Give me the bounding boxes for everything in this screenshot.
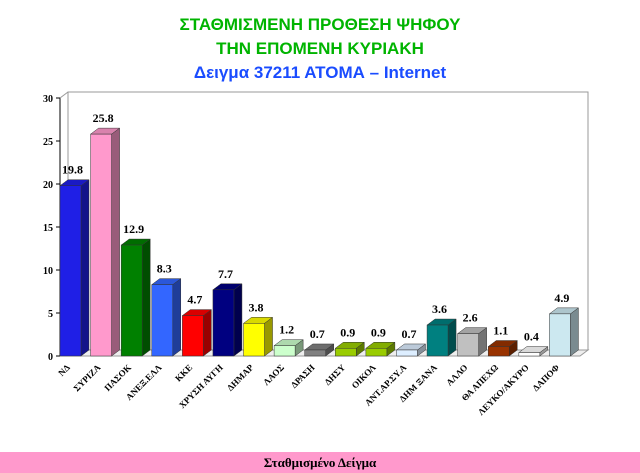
bar-front [396, 349, 418, 357]
y-tick-label: 10 [43, 266, 53, 277]
chart-subtitle: Δειγμα 37211 ΑΤΟΜΑ – Internet [194, 63, 447, 82]
bar [334, 341, 366, 357]
bar-side [141, 238, 151, 357]
x-tick-label: ΑΛΛΟ [444, 362, 469, 387]
value-label: 25.8 [93, 111, 114, 125]
bar-side [172, 278, 182, 357]
value-label: 1.2 [279, 323, 294, 337]
value-label: 2.6 [463, 311, 478, 325]
value-label: 4.7 [187, 293, 202, 307]
value-label: 8.3 [157, 262, 172, 276]
value-label: 0.9 [371, 325, 386, 339]
x-tick-label: ΟΙΚΟΛ [350, 362, 379, 391]
bar-front [549, 313, 571, 357]
bar [365, 341, 396, 357]
bar [59, 179, 90, 357]
value-label: 19.8 [62, 163, 83, 177]
y-tick-label: 15 [43, 223, 53, 234]
bar-side [264, 316, 273, 357]
value-label: 3.8 [249, 300, 264, 314]
value-label: 0.9 [340, 325, 355, 339]
value-label: 0.7 [401, 327, 416, 341]
y-axis-side [59, 91, 69, 99]
footer-band [0, 452, 640, 473]
bar-front [304, 349, 326, 357]
bar [151, 278, 182, 357]
chart-subtitle: ΤΗΝ ΕΠΟΜΕΝΗ ΚΥΡΙΑΚΗ [216, 39, 424, 58]
y-tick-label: 5 [48, 309, 53, 320]
x-tick-label: ΠΑΣΟΚ [102, 362, 133, 393]
bar [456, 327, 488, 357]
bar-front [335, 348, 357, 357]
x-tick-label: ΔΗΜΑΡ [225, 362, 256, 393]
bar [395, 343, 427, 357]
y-tick-label: 25 [43, 137, 53, 148]
bar-front [487, 346, 510, 357]
bar-front [212, 289, 235, 357]
x-tick-label: ΣΥΡΙΖΑ [71, 362, 102, 393]
value-label: 4.9 [554, 291, 569, 305]
bar [181, 309, 213, 357]
bar-front [273, 345, 296, 357]
bar-front [518, 352, 541, 357]
y-tick-label: 20 [43, 180, 53, 191]
bar [548, 307, 580, 357]
bar [487, 340, 518, 357]
bar-front [426, 324, 449, 357]
bar-front [59, 185, 82, 357]
bar-front [457, 333, 479, 357]
bar [518, 346, 549, 357]
bar-side [570, 307, 579, 357]
x-tick-label: ΔΗΣΥ [322, 362, 347, 387]
bar [89, 127, 121, 357]
chart-title: ΣΤΑΘΜΙΣΜΕΝΗ ΠΡΟΘΕΣΗ ΨΗΦΟΥ [180, 15, 462, 34]
bar-front [120, 244, 143, 357]
bar [303, 343, 335, 357]
bar [120, 238, 151, 357]
bar-side [111, 127, 120, 357]
y-tick-label: 30 [43, 94, 53, 105]
bar-side [233, 283, 243, 357]
bar-front [365, 348, 388, 357]
value-label: 12.9 [123, 222, 144, 236]
bar [426, 318, 457, 357]
bar-side [203, 309, 212, 357]
footer: Σταθμισμένο Δείγμα [264, 455, 377, 470]
x-tick-label: ΝΔ [56, 362, 72, 378]
bar-side [80, 179, 90, 357]
value-label: 3.6 [432, 302, 447, 316]
value-label: 7.7 [218, 267, 233, 281]
bar-front [90, 133, 112, 357]
x-tick-label: ΚΚΕ [173, 362, 194, 383]
value-label: 0.7 [310, 327, 325, 341]
bar-side [447, 318, 457, 357]
bar [212, 283, 243, 357]
value-label: 0.4 [524, 330, 539, 344]
x-tick-label: ΔΡΑΣΗ [289, 362, 317, 390]
bar [273, 339, 304, 357]
value-label: 1.1 [493, 324, 508, 338]
bar-front [243, 323, 265, 357]
bar-front [151, 284, 174, 357]
bar [242, 316, 274, 357]
bar-front [182, 315, 204, 357]
x-tick-label: ΛΑΟΣ [261, 362, 286, 387]
x-tick-label: ΔΑΠΟΦ [530, 362, 561, 393]
y-tick-label: 0 [48, 352, 53, 363]
